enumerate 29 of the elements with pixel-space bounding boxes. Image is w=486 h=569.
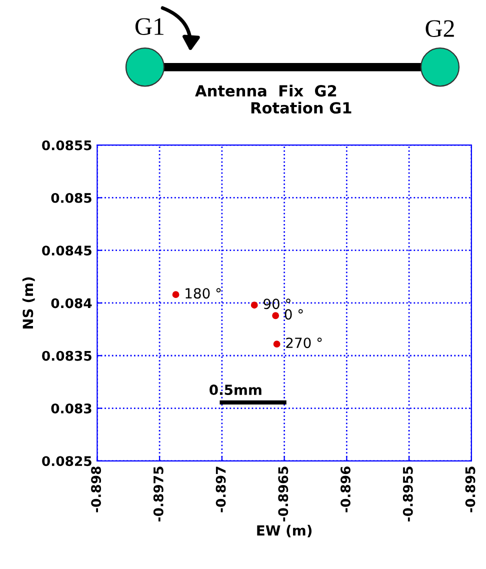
point (272, 312, 280, 320)
text: G2 (426, 20, 454, 37)
text: Antenna Fix G2 (195, 84, 336, 97)
point (172, 291, 180, 298)
y-tick-label: 0.0845 (42, 246, 92, 256)
x-tick-label: -0.8955 (402, 466, 413, 522)
y-tick-label: 0.083 (51, 403, 92, 414)
y-tick-label: 0.0855 (42, 140, 92, 150)
y-tick-label: 0.085 (51, 192, 92, 203)
x-tick-label: -0.8975 (153, 466, 164, 522)
x-tick-label: -0.8965 (278, 466, 288, 522)
y-tick-label: 0.0825 (42, 456, 92, 466)
annotation: 180 ° (186, 288, 221, 299)
x-tick-label: -0.897 (216, 466, 226, 512)
text: Rotation G1 (251, 102, 352, 114)
annotation: 270 ° (286, 338, 322, 348)
point (250, 302, 258, 309)
x-tick-label: -0.898 (91, 466, 102, 512)
x-tick-label: -0.895 (465, 466, 476, 512)
annotation: 0 ° (284, 309, 303, 320)
annotation: 0.5mm (210, 384, 262, 396)
x-tick-label: -0.896 (340, 466, 351, 512)
y-tick-label: 0.0835 (42, 350, 92, 361)
y-axis-title: NS (m) (22, 277, 35, 329)
y-tick-label: 0.084 (51, 298, 92, 308)
text: G1 (135, 18, 164, 35)
point (273, 340, 280, 348)
x-axis-title: EW (m) (257, 524, 312, 538)
annotation: 90 ° (264, 298, 290, 310)
